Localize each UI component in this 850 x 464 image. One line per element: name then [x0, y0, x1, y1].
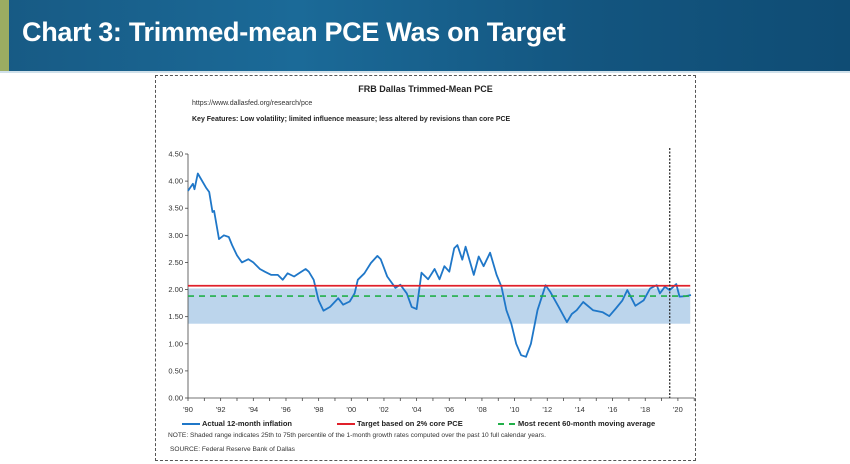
legend-item-target: Target based on 2% core PCE: [337, 419, 463, 428]
chart-url: https://www.dallasfed.org/research/pce: [192, 100, 313, 107]
header-accent-bar: [0, 0, 9, 71]
x-tick-label: '04: [412, 405, 422, 414]
x-tick-label: '00: [346, 405, 356, 414]
x-tick-label: '20: [673, 405, 683, 414]
y-tick-label: 4.00: [168, 177, 183, 186]
y-tick-label: 2.00: [168, 285, 183, 294]
x-tick-label: '98: [314, 405, 324, 414]
chart-panel: FRB Dallas Trimmed-Mean PCE https://www.…: [155, 75, 696, 461]
y-tick-label: 4.50: [168, 150, 183, 159]
x-tick-label: '12: [542, 405, 552, 414]
x-tick-label: '08: [477, 405, 487, 414]
key-features: Key Features: Low volatility; limited in…: [192, 116, 511, 123]
y-tick-label: 1.50: [168, 312, 183, 321]
y-tick-label: 3.00: [168, 231, 183, 240]
x-tick-label: '06: [444, 405, 454, 414]
y-tick-label: 1.00: [168, 339, 183, 348]
x-tick-label: '96: [281, 405, 291, 414]
shaded-percentile-range: [188, 288, 691, 324]
x-tick-label: '94: [248, 405, 258, 414]
chart-note: NOTE: Shaded range indicates 25th to 75t…: [168, 432, 546, 439]
legend-swatch-blue: [182, 422, 200, 425]
legend-item-actual: Actual 12-month inflation: [182, 419, 292, 428]
slide-header: Chart 3: Trimmed-mean PCE Was on Target: [0, 0, 850, 73]
x-tick-label: '90: [183, 405, 193, 414]
x-tick-label: '18: [640, 405, 650, 414]
slide-title: Chart 3: Trimmed-mean PCE Was on Target: [22, 17, 566, 47]
legend-item-moving-average: Most recent 60-month moving average: [498, 419, 655, 428]
chart-title: FRB Dallas Trimmed-Mean PCE: [358, 84, 493, 94]
plot-area: 0.00 0.50 1.00 1.50 2.00 2.50 3.00 3.50 4.00 4.50…: [168, 148, 695, 414]
legend-label: Target based on 2% core PCE: [357, 419, 463, 428]
legend-label: Most recent 60-month moving average: [518, 419, 656, 428]
x-tick-label: '14: [575, 405, 585, 414]
legend-label: Actual 12-month inflation: [202, 419, 292, 428]
chart-source: SOURCE: Federal Reserve Bank of Dallas: [170, 446, 295, 453]
x-tick-label: '10: [510, 405, 520, 414]
x-tick-label: '16: [608, 405, 618, 414]
x-tick-label: '92: [216, 405, 226, 414]
legend-swatch-red: [337, 422, 355, 425]
legend-swatch-green-dashed: [498, 422, 516, 425]
actual-inflation-line: [187, 172, 692, 358]
y-tick-label: 0.00: [168, 394, 183, 403]
y-tick-label: 3.50: [168, 204, 183, 213]
x-tick-label: '02: [379, 405, 389, 414]
y-tick-label: 2.50: [168, 258, 183, 267]
y-tick-label: 0.50: [168, 366, 183, 375]
